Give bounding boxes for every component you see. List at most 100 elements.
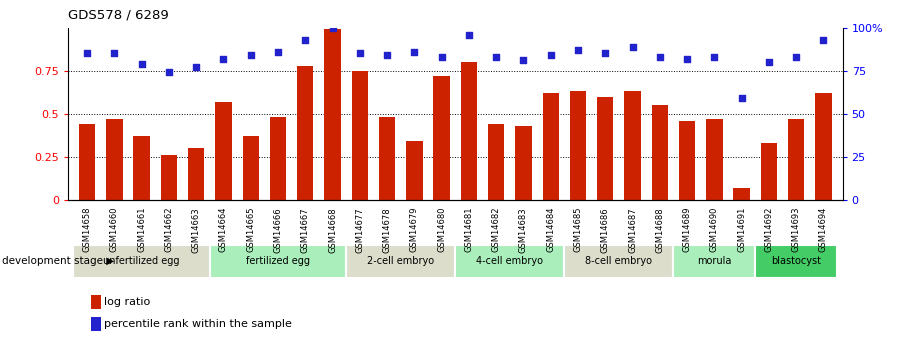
Bar	[564, 245, 673, 278]
Text: GSM14690: GSM14690	[710, 207, 718, 253]
Point	[188, 65, 203, 70]
Point	[598, 51, 612, 56]
Text: blastocyst: blastocyst	[771, 256, 821, 266]
Text: GSM14679: GSM14679	[410, 207, 419, 253]
Text: percentile rank within the sample: percentile rank within the sample	[104, 319, 292, 329]
Text: GSM14665: GSM14665	[246, 207, 255, 253]
Point	[708, 54, 722, 60]
Bar	[543, 93, 559, 200]
Point	[816, 37, 831, 42]
Point	[217, 56, 231, 61]
Text: GSM14682: GSM14682	[492, 207, 501, 253]
Bar	[324, 29, 341, 200]
Point	[325, 25, 340, 30]
Bar	[570, 91, 586, 200]
Text: morula: morula	[698, 256, 731, 266]
Text: GSM14689: GSM14689	[682, 207, 691, 253]
Bar	[597, 97, 613, 200]
Text: unfertilized egg: unfertilized egg	[103, 256, 180, 266]
Bar	[706, 119, 723, 200]
Point	[134, 61, 149, 67]
Point	[352, 51, 367, 56]
Bar	[624, 91, 641, 200]
Bar	[216, 102, 232, 200]
Bar	[210, 245, 346, 278]
Point	[680, 56, 694, 61]
Bar	[188, 148, 205, 200]
Text: GSM14663: GSM14663	[192, 207, 200, 253]
Text: GSM14664: GSM14664	[219, 207, 228, 253]
Point	[298, 37, 313, 42]
Point	[271, 49, 285, 55]
Bar	[270, 117, 286, 200]
Bar	[488, 124, 505, 200]
Point	[789, 54, 804, 60]
Bar	[761, 143, 777, 200]
Bar	[679, 121, 695, 200]
Text: GSM14662: GSM14662	[164, 207, 173, 253]
Text: GSM14691: GSM14691	[737, 207, 747, 253]
Point	[244, 52, 258, 58]
Text: GSM14688: GSM14688	[655, 207, 664, 253]
Text: GSM14678: GSM14678	[382, 207, 391, 253]
Text: 2-cell embryo: 2-cell embryo	[367, 256, 434, 266]
Bar	[297, 66, 313, 200]
Text: GSM14667: GSM14667	[301, 207, 310, 253]
Text: GSM14660: GSM14660	[110, 207, 119, 253]
Bar	[734, 188, 750, 200]
Point	[161, 70, 176, 75]
Bar	[406, 141, 422, 200]
Bar	[461, 62, 477, 200]
Point	[462, 32, 477, 37]
Text: GDS578 / 6289: GDS578 / 6289	[68, 9, 169, 22]
Text: GSM14681: GSM14681	[465, 207, 474, 253]
Text: development stage ▶: development stage ▶	[2, 256, 114, 266]
Text: GSM14686: GSM14686	[601, 207, 610, 253]
Text: GSM14694: GSM14694	[819, 207, 828, 253]
Text: GSM14693: GSM14693	[792, 207, 801, 253]
Point	[571, 47, 585, 53]
Text: GSM14685: GSM14685	[573, 207, 583, 253]
Text: GSM14666: GSM14666	[274, 207, 283, 253]
Bar	[133, 136, 149, 200]
Bar	[352, 71, 368, 200]
Bar	[379, 117, 395, 200]
Point	[516, 58, 531, 63]
Text: log ratio: log ratio	[104, 297, 150, 307]
Point	[762, 59, 776, 65]
Bar	[346, 245, 455, 278]
Text: GSM14687: GSM14687	[628, 207, 637, 253]
Bar	[788, 119, 805, 200]
Text: GSM14677: GSM14677	[355, 207, 364, 253]
Point	[434, 54, 448, 60]
Bar	[651, 105, 668, 200]
Point	[625, 44, 640, 49]
Text: GSM14692: GSM14692	[765, 207, 774, 253]
Bar	[516, 126, 532, 200]
Point	[489, 54, 504, 60]
Point	[652, 54, 667, 60]
Text: 4-cell embryo: 4-cell embryo	[477, 256, 544, 266]
Bar	[79, 124, 95, 200]
Bar	[756, 245, 837, 278]
Bar	[433, 76, 449, 200]
Point	[544, 52, 558, 58]
Point	[380, 52, 394, 58]
Point	[407, 49, 421, 55]
Bar	[455, 245, 564, 278]
Point	[107, 51, 121, 56]
Text: fertilized egg: fertilized egg	[246, 256, 310, 266]
Point	[80, 51, 94, 56]
Text: GSM14680: GSM14680	[437, 207, 446, 253]
Bar	[73, 245, 210, 278]
Bar	[106, 119, 122, 200]
Bar	[160, 155, 177, 200]
Text: 8-cell embryo: 8-cell embryo	[585, 256, 652, 266]
Point	[735, 96, 749, 101]
Bar	[815, 93, 832, 200]
Text: GSM14684: GSM14684	[546, 207, 555, 253]
Bar	[673, 245, 756, 278]
Text: GSM14658: GSM14658	[82, 207, 92, 253]
Bar	[243, 136, 259, 200]
Text: GSM14683: GSM14683	[519, 207, 528, 253]
